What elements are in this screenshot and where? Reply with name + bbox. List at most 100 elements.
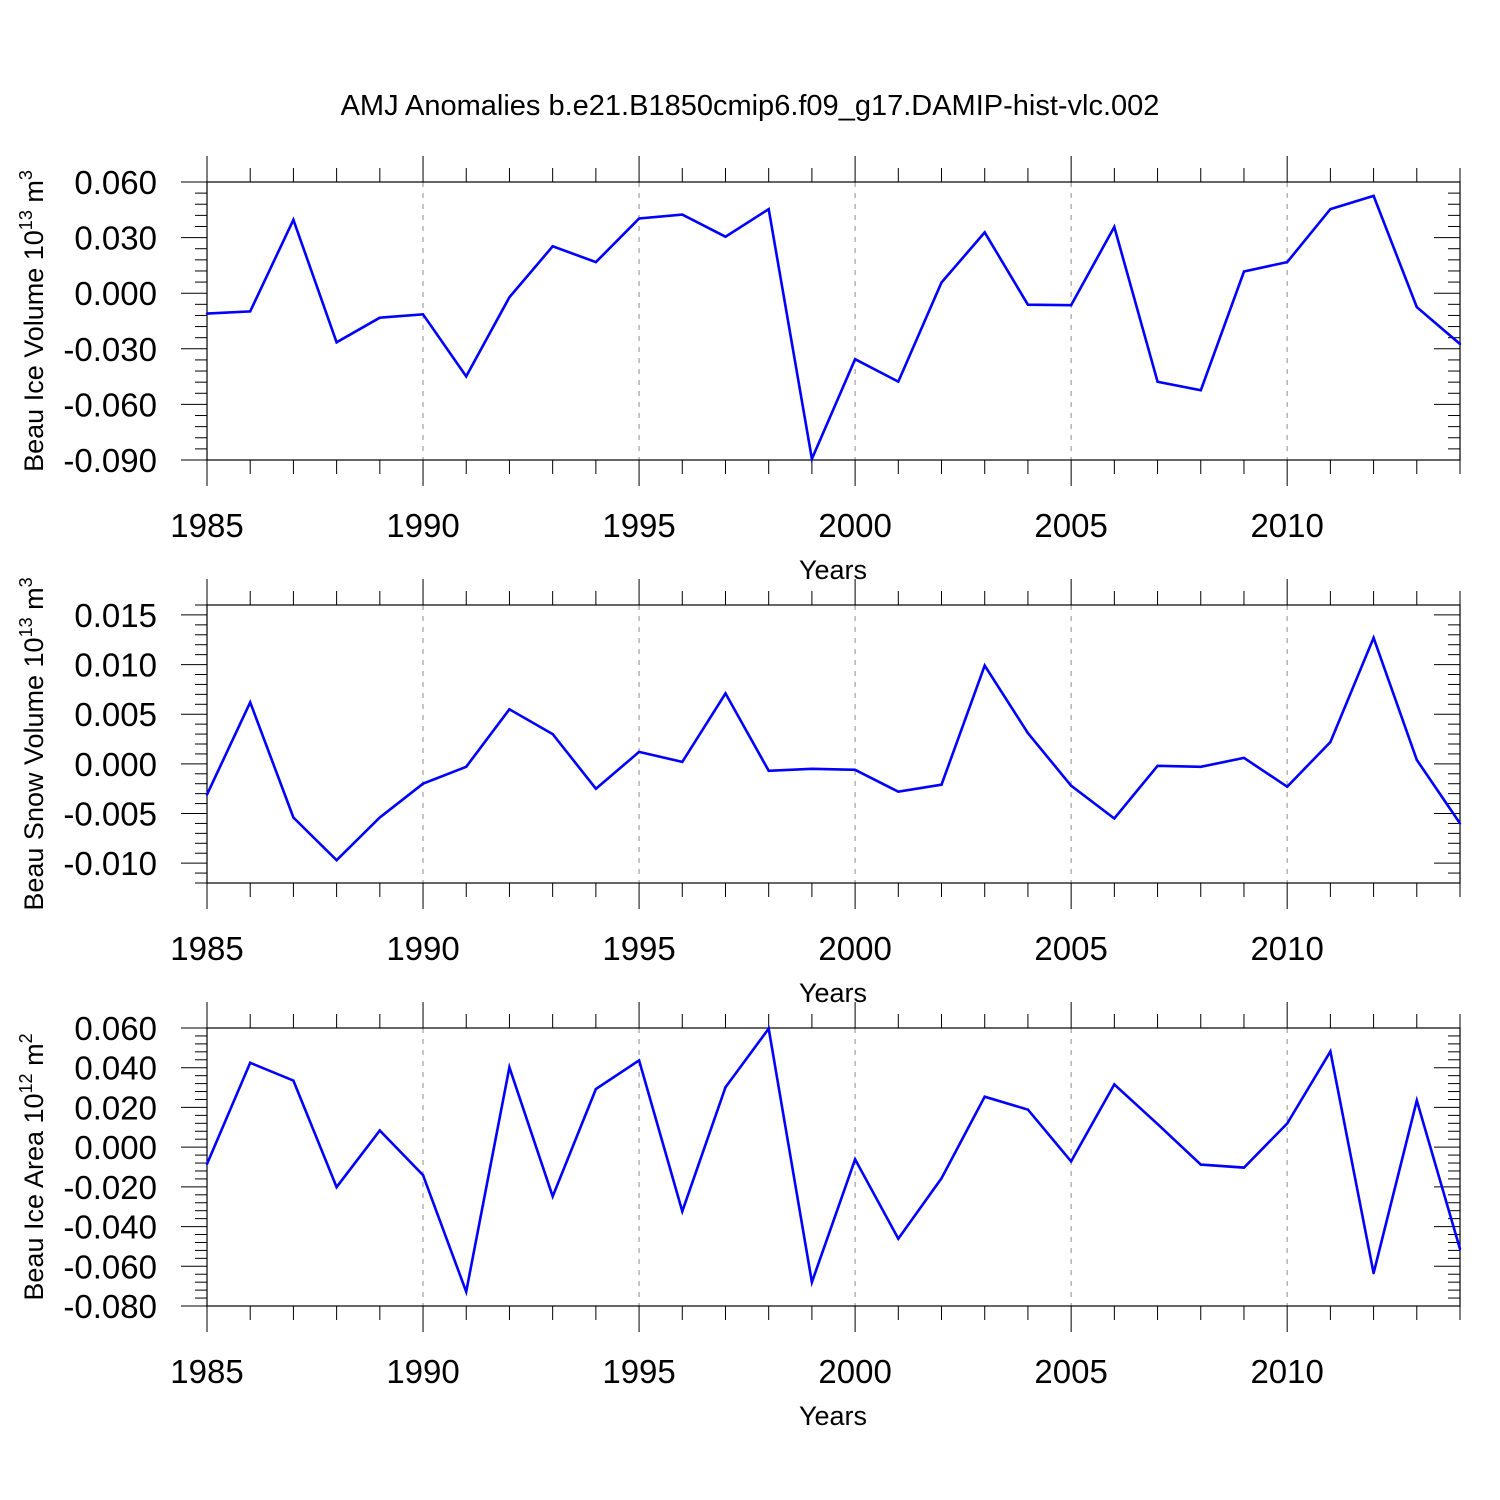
data-point: [205, 312, 209, 315]
data-point: [1026, 731, 1030, 735]
data-point: [335, 858, 338, 862]
data-point: [1415, 1099, 1418, 1102]
data-point: [637, 750, 641, 754]
data-point: [1026, 1108, 1030, 1111]
y-axis-title-exponent: 13: [16, 617, 36, 637]
data-point: [594, 787, 598, 790]
data-point: [1242, 270, 1246, 273]
data-point: [508, 1066, 511, 1069]
y-axis-title-unit-exponent: 3: [16, 577, 36, 587]
y-tick-label: 0.000: [74, 275, 157, 312]
x-tick-label: 1990: [386, 930, 459, 967]
y-tick-label: 0.010: [74, 647, 157, 684]
data-point: [897, 380, 900, 383]
data-point: [1242, 1166, 1246, 1169]
data-point: [1113, 225, 1116, 229]
data-point: [508, 708, 511, 711]
y-tick-label: 0.030: [74, 220, 157, 257]
data-point: [1156, 764, 1159, 768]
x-tick-label: 1985: [170, 507, 243, 544]
data-point: [1069, 784, 1073, 787]
x-tick-label: 1995: [602, 930, 675, 967]
data-point: [724, 692, 727, 695]
x-tick-label: 1990: [386, 1353, 459, 1390]
x-tick-label: 2005: [1034, 930, 1107, 967]
data-point: [249, 310, 252, 313]
data-point: [1285, 1122, 1289, 1125]
data-point: [1458, 1247, 1462, 1251]
data-point: [810, 767, 814, 771]
data-point: [421, 1173, 425, 1177]
x-axis-title: Years: [799, 555, 867, 585]
panel-3: -0.080-0.060-0.040-0.0200.0000.0200.0400…: [16, 1002, 1462, 1431]
data-point: [551, 1195, 554, 1198]
data-point: [1113, 817, 1116, 820]
data-point: [292, 816, 295, 819]
data-point: [594, 260, 598, 264]
data-point: [465, 1290, 468, 1293]
data-point: [292, 218, 295, 222]
x-tick-label: 2010: [1250, 1353, 1323, 1390]
y-tick-label: 0.020: [74, 1089, 157, 1126]
y-axis-title: Beau Ice Volume 1013 m3: [16, 170, 49, 472]
data-point: [940, 1177, 943, 1180]
data-point: [810, 457, 814, 461]
x-tick-label: 2000: [818, 930, 891, 967]
data-point: [421, 782, 425, 785]
data-point: [1415, 758, 1418, 762]
data-point: [1458, 342, 1462, 346]
chart-title: AMJ Anomalies b.e21.B1850cmip6.f09_g17.D…: [340, 90, 1160, 122]
y-tick-label: -0.020: [63, 1169, 157, 1206]
data-point: [551, 245, 554, 248]
x-tick-label: 2010: [1250, 930, 1323, 967]
data-point: [1156, 1122, 1159, 1126]
data-point: [378, 1129, 382, 1132]
x-tick-label: 2000: [818, 1353, 891, 1390]
data-point: [421, 313, 425, 316]
y-tick-label: 0.000: [74, 1129, 157, 1166]
data-point: [724, 1085, 727, 1089]
data-point: [1199, 765, 1202, 769]
data-point: [1156, 380, 1159, 383]
data-point: [853, 357, 857, 361]
data-point: [1113, 1083, 1116, 1086]
data-point: [681, 760, 684, 764]
x-tick-label: 2000: [818, 507, 891, 544]
data-point: [724, 235, 727, 238]
y-axis-title: Beau Ice Area 1012 m2: [16, 1033, 49, 1300]
x-tick-label: 1995: [602, 507, 675, 544]
series-line: [205, 634, 1462, 863]
data-point: [681, 1210, 684, 1213]
plot-frame: [206, 181, 1461, 461]
plot-frame: [206, 1027, 1461, 1307]
y-tick-label: -0.040: [63, 1209, 157, 1246]
data-point: [249, 701, 252, 704]
data-point: [983, 231, 986, 234]
panel-2: -0.010 -0.005 0.000 0.005 0.010 0.015 1985 1990…: [16, 577, 1462, 1008]
x-axis-title: Years: [799, 978, 867, 1008]
data-point: [249, 1061, 252, 1064]
series-line: [206, 194, 1461, 464]
y-tick-label: 0.060: [74, 164, 157, 201]
x-tick-label: 1990: [386, 507, 459, 544]
data-point: [940, 783, 943, 786]
y-tick-label: -0.090: [63, 442, 157, 479]
data-point: [292, 1079, 295, 1082]
x-tick-label: 1985: [170, 1353, 243, 1390]
x-tick-label: 2010: [1250, 507, 1323, 544]
data-point: [681, 213, 684, 216]
y-tick-label: 0.060: [74, 1010, 157, 1047]
x-tick-label: 2005: [1034, 507, 1107, 544]
y-axis-title-unit-exponent: 3: [16, 170, 36, 180]
data-point: [897, 790, 900, 793]
y-tick-label: -0.060: [63, 1248, 157, 1285]
data-point: [1199, 389, 1202, 392]
plot-frame: [206, 604, 1461, 884]
y-axis-title-unit: m: [19, 180, 49, 210]
data-point: [205, 1162, 209, 1166]
data-point: [637, 1059, 641, 1062]
y-tick-label: -0.005: [63, 796, 157, 833]
y-axis-title-unit: m: [19, 587, 49, 617]
data-point: [378, 316, 382, 319]
data-point: [1026, 303, 1030, 306]
